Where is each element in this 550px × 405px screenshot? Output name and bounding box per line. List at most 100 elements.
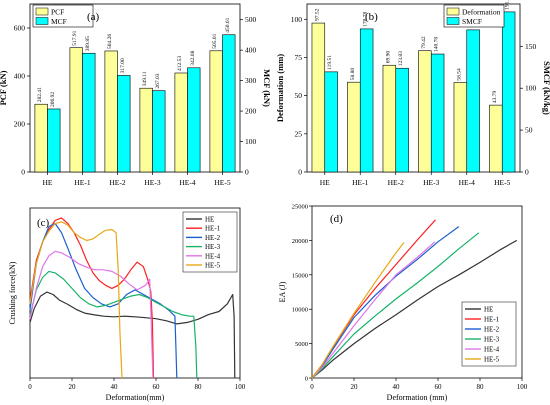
y2-axis-label: SMCF (kN/kg) — [542, 61, 550, 115]
legend-label: HE-3 — [484, 336, 500, 344]
y2-tick-label: 100 — [245, 137, 257, 146]
data-label: 79.42 — [421, 36, 427, 49]
y2-tick-label: 200 — [245, 107, 257, 116]
y-tick-label: 25000 — [292, 204, 308, 211]
data-label: 191.08 — [505, 0, 511, 10]
legend-label: HE-2 — [205, 234, 221, 242]
y-tick-label: 50 — [295, 91, 303, 100]
legend-label: HE-5 — [205, 262, 221, 270]
x-tick-label: HE-4 — [179, 178, 195, 187]
bar — [82, 52, 96, 173]
legend-box — [461, 301, 517, 367]
bar — [139, 87, 153, 173]
bar — [359, 28, 374, 173]
legend-box — [182, 211, 238, 273]
data-label: 389.85 — [85, 36, 91, 51]
x-tick-label: 80 — [477, 383, 485, 391]
data-label: 282.41 — [37, 87, 43, 102]
y2-tick-label: 300 — [245, 76, 257, 85]
x-tick-label: 40 — [393, 383, 401, 391]
series-line — [311, 242, 405, 379]
series-line — [311, 232, 480, 379]
x-tick-label: HE — [320, 178, 330, 187]
data-label: 517.91 — [72, 30, 78, 45]
x-tick-label: 0 — [28, 383, 32, 391]
bar — [489, 104, 503, 173]
legend-swatch — [446, 7, 460, 16]
data-label: 349.11 — [142, 71, 148, 86]
panel-label: (d) — [330, 213, 343, 225]
y-tick-label: 0 — [305, 376, 308, 383]
y2-tick-label: 0 — [525, 168, 529, 177]
legend-swatch — [446, 17, 460, 25]
series-line — [311, 226, 460, 379]
panel-label: (b) — [365, 11, 378, 23]
y2-tick-label: 500 — [245, 15, 257, 24]
y-axis-label: Crushing force(kN) — [8, 261, 17, 324]
y2-tick-label: 0 — [245, 168, 249, 177]
y2-axis-label: MCF (kN) — [262, 69, 272, 107]
y-tick-label: 75 — [295, 53, 303, 62]
x-tick-label: HE-2 — [109, 178, 125, 187]
bar — [466, 29, 480, 173]
bar — [174, 72, 188, 173]
series-line — [29, 291, 236, 379]
x-axis-label: Deformation (mm) — [387, 393, 448, 402]
data-label: 97.52 — [314, 8, 320, 21]
legend-label: HE-4 — [205, 252, 221, 260]
legend-swatch — [35, 17, 49, 25]
series-line — [29, 250, 154, 379]
bar — [69, 47, 83, 173]
y-tick-label: 20000 — [292, 238, 308, 245]
legend-label: Deformation — [462, 8, 501, 17]
bar — [34, 103, 48, 173]
x-tick-label: HE-3 — [423, 178, 439, 187]
panel-label: (c) — [37, 217, 50, 229]
y-tick-label: 400 — [14, 72, 26, 81]
legend: HE HE-1 HE-2 HE-3 HE-4 HE-5 — [461, 301, 517, 367]
bar — [152, 90, 166, 173]
data-label: 412.53 — [177, 56, 183, 71]
y-axis-label: EA (J) — [278, 281, 287, 302]
legend-label: HE-5 — [484, 356, 500, 364]
data-label: 206.92 — [50, 92, 56, 107]
series-line — [29, 270, 198, 379]
y-axis-label: Deformation (mm) — [275, 54, 285, 122]
bar — [418, 50, 432, 173]
y-tick-label: 0 — [21, 168, 25, 177]
data-label: 140.78 — [434, 37, 440, 52]
bar — [430, 53, 445, 173]
panel-c: 0 20 40 60 80 100 Deformation(mm) Crushing forc… — [8, 207, 246, 402]
x-tick-label: 20 — [351, 383, 359, 391]
series-line — [311, 239, 518, 379]
data-label: 505.01 — [212, 33, 218, 48]
x-tick-label: 60 — [153, 383, 161, 391]
x-tick-label: 40 — [111, 383, 119, 391]
panel-d: 0 20 40 60 80 100 0 5000 10000 15000 20000 25000 Def… — [278, 204, 528, 403]
y-tick-label: 100 — [291, 15, 303, 24]
legend-label: SMCF — [462, 17, 482, 26]
y-tick-label: 0 — [298, 168, 302, 177]
data-label: 504.26 — [107, 34, 113, 49]
bar — [501, 11, 516, 173]
y-tick-label: 25 — [295, 129, 303, 138]
legend-label: HE — [205, 216, 214, 224]
bar — [382, 64, 397, 173]
data-label: 123.83 — [398, 51, 404, 66]
bar — [117, 75, 131, 173]
plot-frame — [29, 207, 241, 379]
legend-label: HE-3 — [205, 243, 221, 251]
series-line — [311, 219, 436, 379]
data-label: 317.00 — [120, 58, 126, 73]
series-line — [311, 241, 436, 379]
series-line — [29, 217, 155, 379]
data-label: 119.51 — [327, 55, 333, 70]
y2-tick-label: 150 — [525, 42, 537, 51]
x-tick-label: HE-5 — [494, 178, 510, 187]
data-label: 43.79 — [492, 90, 498, 103]
data-label: 267.03 — [155, 73, 161, 88]
legend-label: HE-1 — [484, 316, 500, 324]
x-tick-label: HE-5 — [214, 178, 230, 187]
